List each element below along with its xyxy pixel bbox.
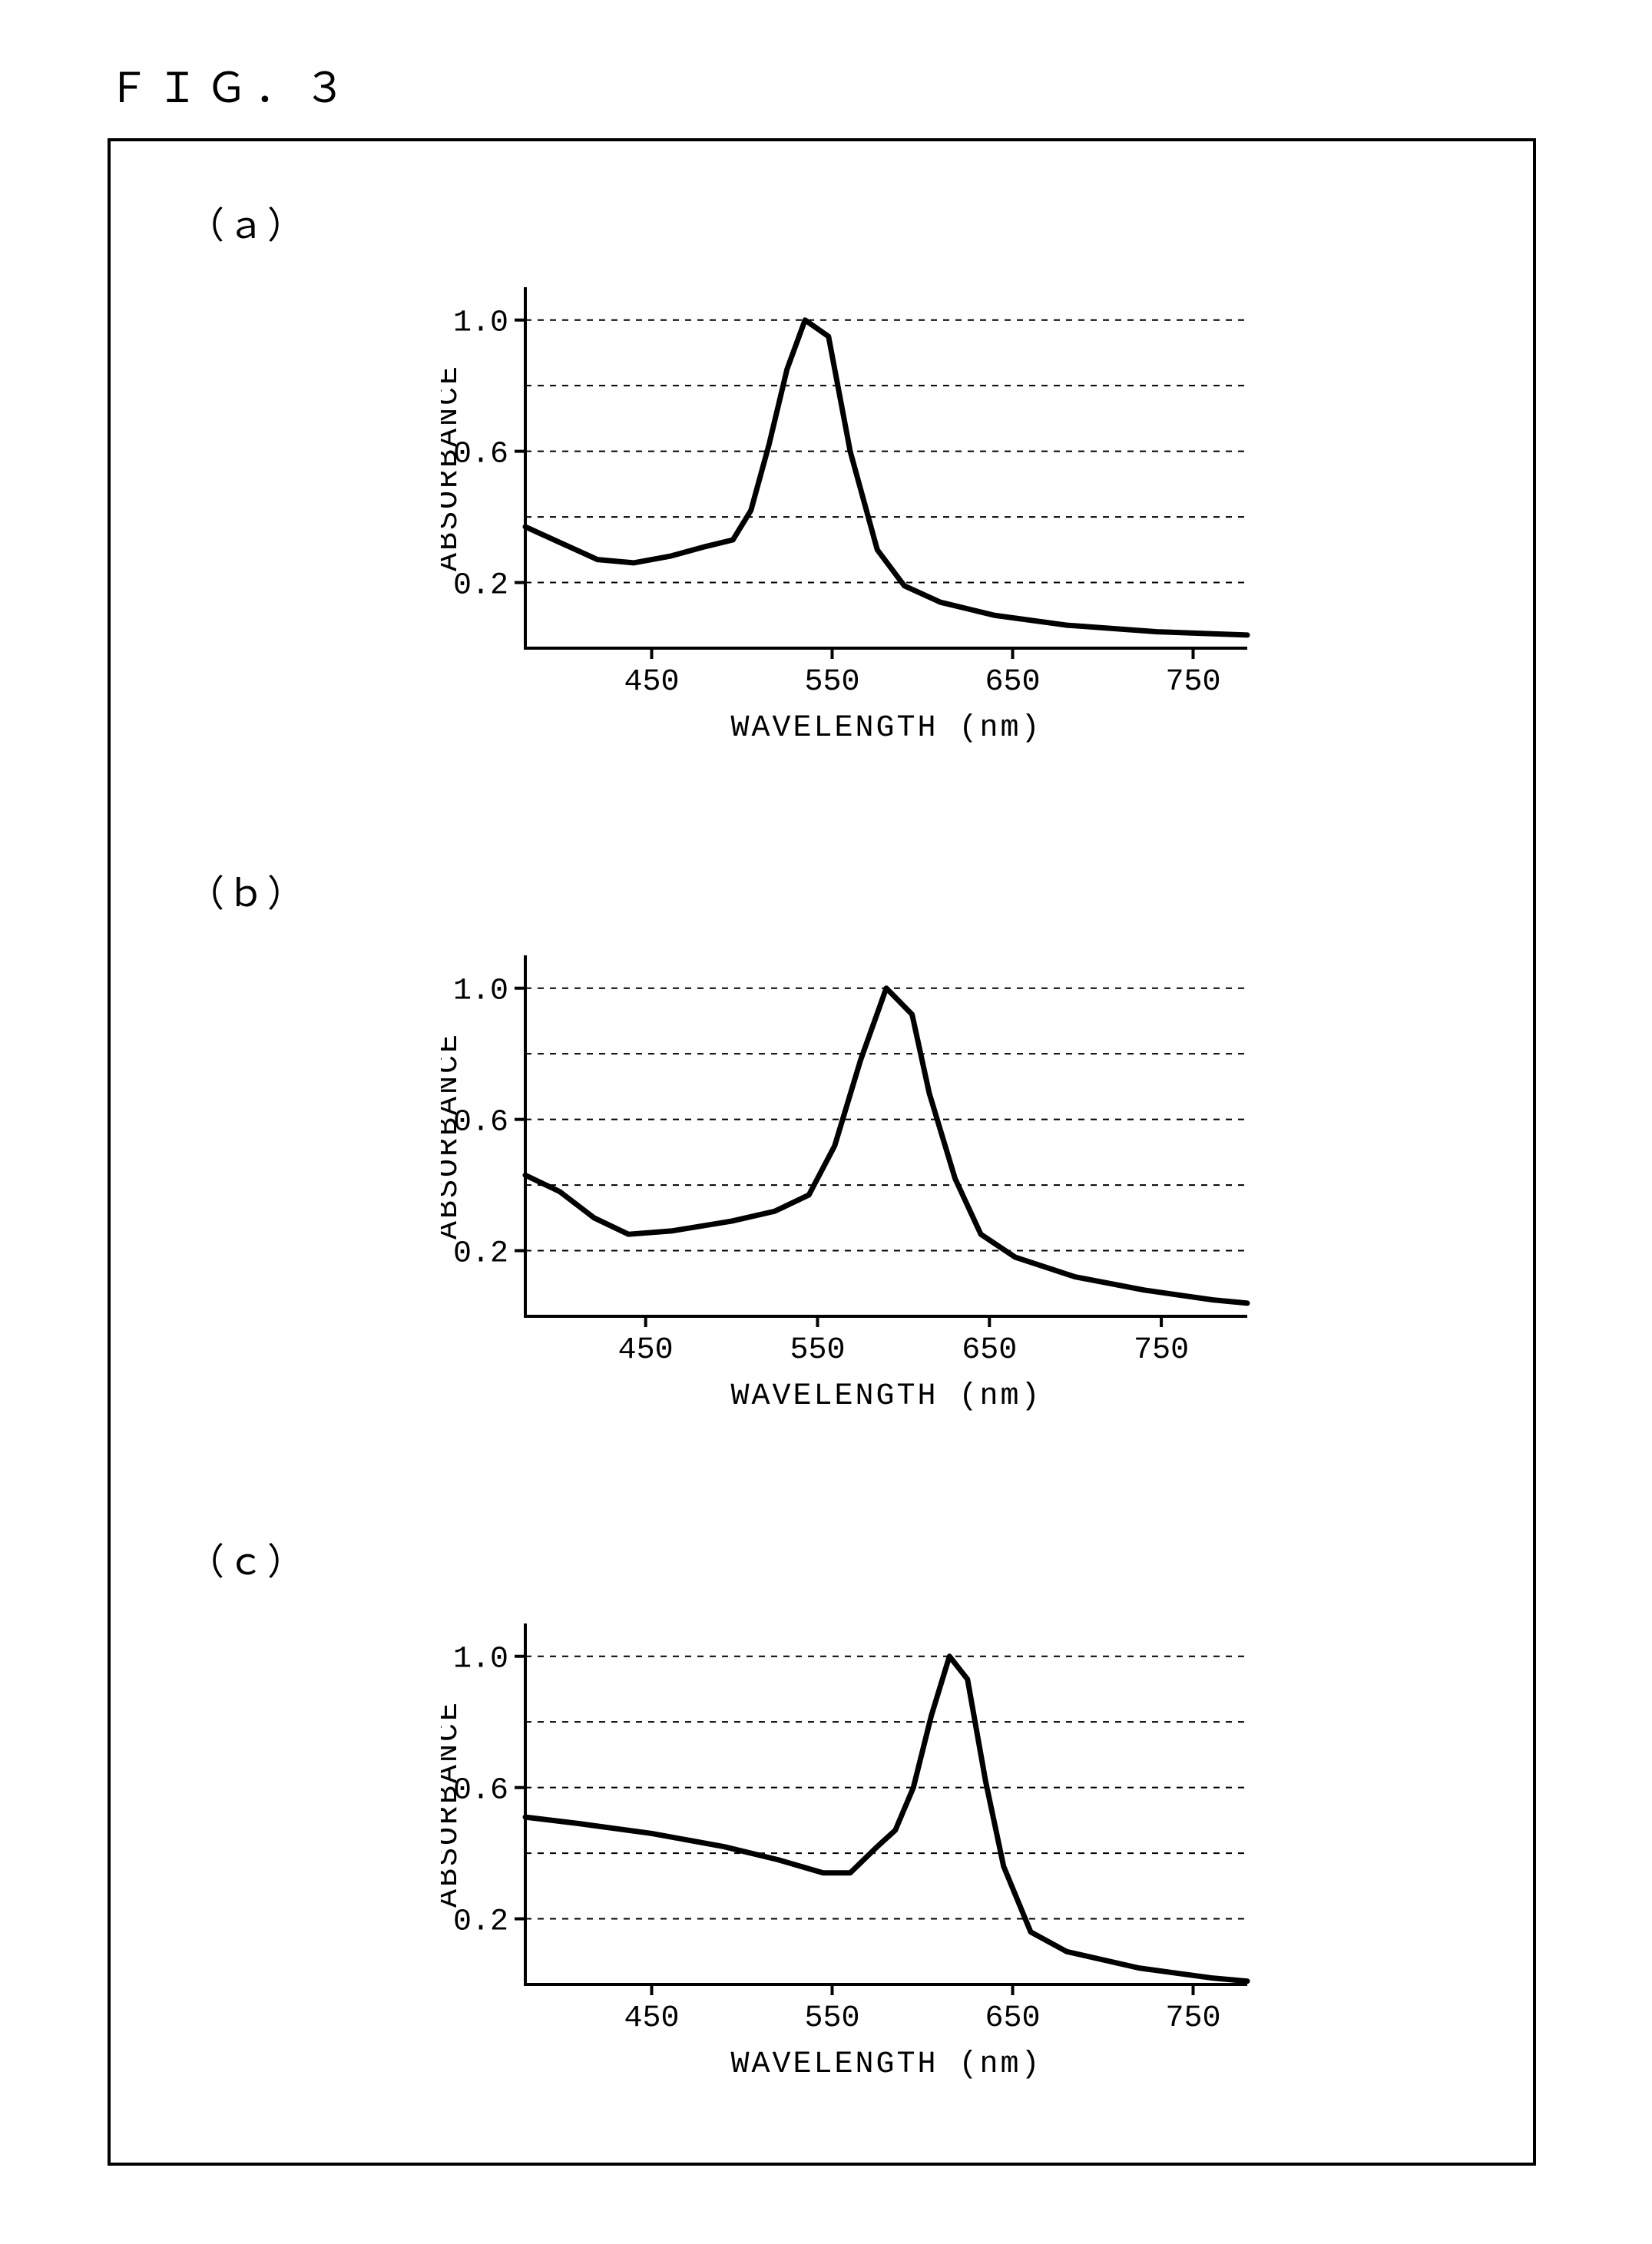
svg-text:650: 650 (962, 1333, 1017, 1368)
svg-text:550: 550 (804, 2001, 859, 2036)
chart-a: 0.20.61.0450550650750WAVELENGTH (nm)ABSO… (441, 272, 1270, 748)
svg-text:ABSORBANCE: ABSORBANCE (441, 1032, 466, 1239)
panel-b-label: （ｂ） (187, 863, 307, 918)
svg-text:ABSORBANCE: ABSORBANCE (441, 364, 466, 571)
svg-text:1.0: 1.0 (453, 975, 508, 1009)
svg-text:750: 750 (1134, 1333, 1189, 1368)
svg-text:0.2: 0.2 (453, 1905, 508, 1940)
page: ＦＩＧ．３ （ａ） 0.20.61.0450550650750WAVELENGT… (0, 0, 1652, 2244)
figure-title: ＦＩＧ．３ (108, 54, 1591, 115)
svg-text:1.0: 1.0 (453, 306, 508, 341)
svg-text:450: 450 (618, 1333, 674, 1368)
svg-text:0.2: 0.2 (453, 569, 508, 604)
svg-text:550: 550 (790, 1333, 845, 1368)
chart-b: 0.20.61.0450550650750WAVELENGTH (nm)ABSO… (441, 940, 1270, 1416)
panel-a-label: （ａ） (187, 195, 307, 250)
panel-c-label: （ｃ） (187, 1531, 307, 1586)
svg-text:450: 450 (624, 665, 679, 700)
svg-text:ABSORBANCE: ABSORBANCE (441, 1700, 466, 1908)
svg-text:WAVELENGTH (nm): WAVELENGTH (nm) (730, 2047, 1041, 2082)
svg-text:650: 650 (985, 665, 1040, 700)
svg-text:1.0: 1.0 (453, 1643, 508, 1677)
svg-text:0.2: 0.2 (453, 1237, 508, 1272)
svg-text:650: 650 (985, 2001, 1040, 2036)
svg-text:750: 750 (1165, 665, 1220, 700)
svg-text:750: 750 (1165, 2001, 1220, 2036)
chart-c: 0.20.61.0450550650750WAVELENGTH (nm)ABSO… (441, 1608, 1270, 2084)
svg-text:550: 550 (804, 665, 859, 700)
svg-text:WAVELENGTH (nm): WAVELENGTH (nm) (730, 711, 1041, 746)
svg-text:450: 450 (624, 2001, 679, 2036)
svg-text:WAVELENGTH (nm): WAVELENGTH (nm) (730, 1379, 1041, 1414)
figure-frame: （ａ） 0.20.61.0450550650750WAVELENGTH (nm)… (108, 138, 1536, 2166)
